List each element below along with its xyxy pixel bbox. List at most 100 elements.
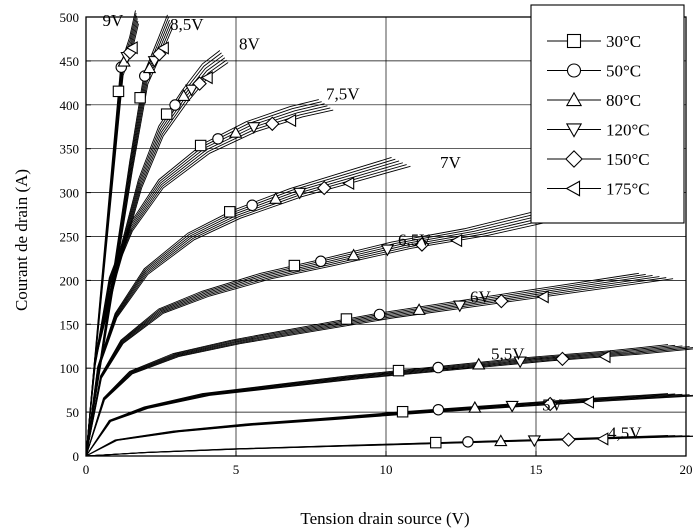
- curve-line: [85, 348, 693, 457]
- marker-triangle-up: [142, 61, 157, 74]
- marker-diamond: [555, 351, 570, 367]
- legend-label: 30°C: [606, 32, 641, 51]
- y-axis-title: Courant de drain (A): [12, 169, 31, 311]
- marker-triangle-down: [505, 400, 519, 413]
- marker-triangle-left: [450, 233, 463, 248]
- curve-line: [85, 394, 690, 457]
- marker-triangle-left: [565, 180, 581, 197]
- marker-diamond: [494, 293, 509, 309]
- legend-label: 175°C: [606, 180, 650, 199]
- x-tick-label: 15: [530, 462, 543, 477]
- gate-voltage-label: 6,5V: [398, 230, 432, 249]
- x-tick-label: 20: [680, 462, 693, 477]
- y-tick-label: 100: [60, 361, 80, 376]
- marker-triangle-left: [536, 290, 549, 304]
- marker-diamond: [265, 116, 280, 132]
- marker-circle: [373, 308, 386, 321]
- marker-circle: [246, 199, 258, 212]
- marker-triangle-up: [268, 192, 283, 204]
- curve-line: [85, 275, 653, 457]
- marker-square: [340, 313, 353, 325]
- marker-area: [112, 41, 611, 449]
- marker-triangle-left: [598, 350, 611, 364]
- marker-diamond: [414, 237, 430, 252]
- legend: 30°C 50°C 80°C 120°C 150°C 175°C: [530, 4, 685, 224]
- y-tick-label: 300: [60, 186, 80, 201]
- marker-triangle-up: [229, 125, 243, 138]
- y-tick-label: 400: [60, 98, 80, 113]
- marker-square: [224, 206, 236, 218]
- marker-triangle-left: [581, 395, 595, 409]
- marker-circle: [169, 99, 181, 111]
- marker-triangle-left: [596, 432, 609, 446]
- gate-voltage-label: 6V: [470, 287, 492, 306]
- legend-label: 80°C: [606, 91, 641, 110]
- y-tick-label: 150: [60, 317, 80, 332]
- curve-area: [85, 10, 693, 457]
- marker-triangle-down: [184, 84, 199, 97]
- marker-triangle-left: [125, 41, 138, 55]
- curve-line: [85, 213, 549, 457]
- y-tick-label: 0: [73, 449, 80, 464]
- marker-triangle-down: [565, 123, 583, 138]
- marker-triangle-up: [494, 434, 508, 447]
- marker-triangle-left: [284, 113, 297, 128]
- legend-label: 120°C: [606, 121, 650, 140]
- curve-line: [85, 210, 538, 457]
- curve-line: [85, 435, 693, 457]
- curve-line: [85, 395, 693, 457]
- marker-circle: [212, 133, 224, 145]
- marker-square: [194, 139, 207, 152]
- marker-square: [134, 91, 146, 104]
- curve-line: [85, 214, 554, 457]
- marker-circle: [432, 361, 444, 374]
- gate-voltage-label: 7,5V: [326, 85, 360, 104]
- x-tick-label: 5: [233, 462, 240, 477]
- legend-label: 50°C: [606, 62, 641, 81]
- curve-line: [85, 211, 543, 457]
- gate-voltage-label: 8,5V: [170, 15, 204, 34]
- marker-square: [430, 436, 442, 449]
- marker-square: [396, 405, 409, 418]
- x-axis-title: Tension drain source (V): [300, 509, 469, 528]
- marker-triangle-left: [200, 71, 213, 85]
- curve-line: [85, 273, 646, 457]
- curve-line: [85, 107, 331, 457]
- marker-triangle-left: [342, 176, 355, 191]
- curve-line: [85, 394, 693, 457]
- gate-voltage-label: 9V: [103, 11, 125, 30]
- y-tick-label: 500: [60, 10, 80, 25]
- marker-triangle-up: [468, 400, 482, 413]
- marker-triangle-up: [346, 248, 361, 261]
- x-tick-label: 10: [380, 462, 393, 477]
- legend-label: 150°C: [606, 150, 650, 169]
- marker-square: [112, 85, 125, 98]
- marker-square: [288, 259, 301, 272]
- gate-voltage-label: 5,5V: [491, 344, 525, 363]
- curve-line: [85, 109, 334, 457]
- axes: [85, 16, 687, 457]
- curve-line: [85, 272, 639, 457]
- marker-square: [566, 33, 582, 49]
- marker-diamond: [561, 432, 576, 447]
- y-tick-label: 450: [60, 54, 80, 69]
- marker-square: [160, 108, 173, 120]
- y-tick-label: 350: [60, 142, 80, 157]
- marker-triangle-down: [513, 356, 527, 369]
- marker-diamond: [565, 150, 583, 168]
- marker-triangle-down: [380, 244, 395, 257]
- marker-circle: [315, 255, 327, 268]
- curve-line: [85, 276, 660, 457]
- curve-line: [85, 277, 667, 457]
- marker-triangle-left: [156, 41, 169, 55]
- marker-circle: [432, 403, 445, 416]
- marker-triangle-down: [293, 187, 307, 200]
- x-tick-label: 0: [83, 462, 90, 477]
- marker-circle: [462, 436, 474, 448]
- curve-line: [85, 105, 328, 457]
- curve-line: [85, 278, 674, 457]
- marker-triangle-down: [527, 435, 541, 448]
- y-tick-label: 50: [66, 405, 79, 420]
- marker-triangle-down: [247, 122, 261, 134]
